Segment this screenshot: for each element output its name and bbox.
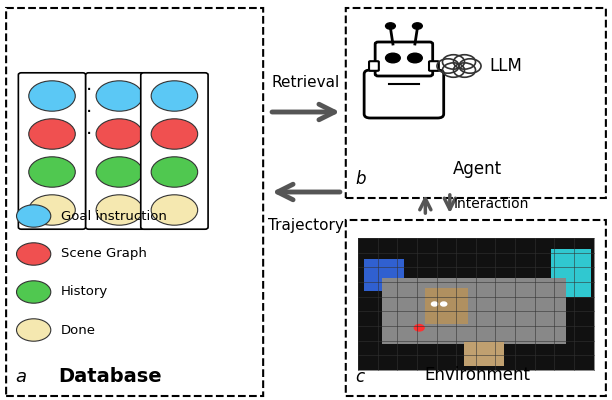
Text: Done: Done xyxy=(61,324,96,336)
Circle shape xyxy=(151,195,198,225)
Circle shape xyxy=(412,23,422,29)
FancyBboxPatch shape xyxy=(429,61,439,71)
Circle shape xyxy=(29,81,75,111)
FancyBboxPatch shape xyxy=(364,259,404,291)
Circle shape xyxy=(151,81,198,111)
FancyBboxPatch shape xyxy=(358,238,594,370)
Text: ·
·
·: · · · xyxy=(86,80,92,144)
FancyBboxPatch shape xyxy=(464,342,504,366)
Text: Interaction: Interaction xyxy=(454,197,529,211)
FancyBboxPatch shape xyxy=(18,73,86,229)
Circle shape xyxy=(408,53,422,63)
Circle shape xyxy=(151,119,198,149)
Circle shape xyxy=(29,119,75,149)
Circle shape xyxy=(414,324,424,331)
Text: Trajectory: Trajectory xyxy=(268,218,344,233)
Text: History: History xyxy=(61,286,108,298)
Text: LLM: LLM xyxy=(490,57,523,75)
Circle shape xyxy=(96,81,143,111)
Circle shape xyxy=(441,302,447,306)
Circle shape xyxy=(17,281,51,303)
Circle shape xyxy=(17,243,51,265)
Text: Database: Database xyxy=(58,367,162,386)
FancyBboxPatch shape xyxy=(551,250,591,298)
FancyBboxPatch shape xyxy=(425,288,468,324)
Circle shape xyxy=(96,195,143,225)
Circle shape xyxy=(386,23,395,29)
Text: Retrieval: Retrieval xyxy=(272,75,340,90)
Circle shape xyxy=(96,119,143,149)
FancyBboxPatch shape xyxy=(369,61,379,71)
Circle shape xyxy=(431,302,438,306)
Text: c: c xyxy=(355,368,364,386)
Text: Agent: Agent xyxy=(453,160,502,178)
FancyBboxPatch shape xyxy=(364,70,444,118)
Text: Scene Graph: Scene Graph xyxy=(61,248,147,260)
Circle shape xyxy=(17,205,51,227)
Text: b: b xyxy=(355,170,365,188)
Circle shape xyxy=(29,195,75,225)
Circle shape xyxy=(151,157,198,187)
Circle shape xyxy=(17,319,51,341)
FancyBboxPatch shape xyxy=(141,73,208,229)
Circle shape xyxy=(96,157,143,187)
Circle shape xyxy=(29,157,75,187)
FancyBboxPatch shape xyxy=(375,42,433,76)
Text: a: a xyxy=(15,368,26,386)
Text: Environment: Environment xyxy=(424,366,531,384)
Circle shape xyxy=(386,53,400,63)
FancyBboxPatch shape xyxy=(382,278,566,344)
FancyBboxPatch shape xyxy=(86,73,153,229)
Text: Goal instruction: Goal instruction xyxy=(61,210,167,222)
